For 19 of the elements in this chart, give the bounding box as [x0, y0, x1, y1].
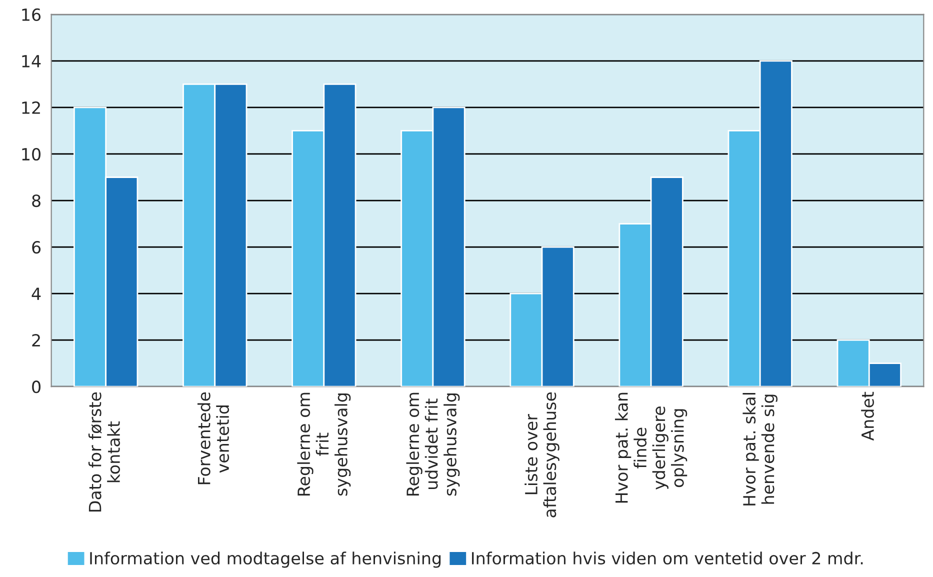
- y-tick-label: 4: [32, 288, 41, 300]
- x-tick-label: Reglerne om frit sygehusvalg: [297, 392, 351, 496]
- legend-label: Information hvis viden om ventetid over 2 mdr.: [472, 552, 863, 565]
- x-tick-label: Reglerne om udvidet frit sygehusvalg: [406, 392, 460, 496]
- y-tick-label: 14: [22, 55, 41, 68]
- legend-label: Information ved modtagelse af henvisning: [90, 552, 441, 568]
- x-tick-label: Andet: [861, 392, 874, 441]
- y-tick-label: 8: [32, 194, 40, 208]
- y-tick-label: 12: [22, 101, 40, 114]
- x-tick-label: Forventede ventetid: [197, 392, 230, 484]
- x-tick-label: Dato for første kontakt: [88, 392, 120, 512]
- y-tick-label: 10: [22, 148, 40, 161]
- y-tick-label: 16: [22, 8, 41, 21]
- y-tick-label: 6: [32, 240, 41, 254]
- x-tick-label: Liste over aftalesygehuse: [524, 392, 560, 518]
- x-tick-label: Hvor pat. kan finde yderligere oplysning: [615, 392, 688, 503]
- x-tick-label: Hvor pat. skal henvende sig: [742, 393, 778, 506]
- y-tick-label: 0: [32, 380, 40, 394]
- y-tick-label: 2: [32, 334, 40, 346]
